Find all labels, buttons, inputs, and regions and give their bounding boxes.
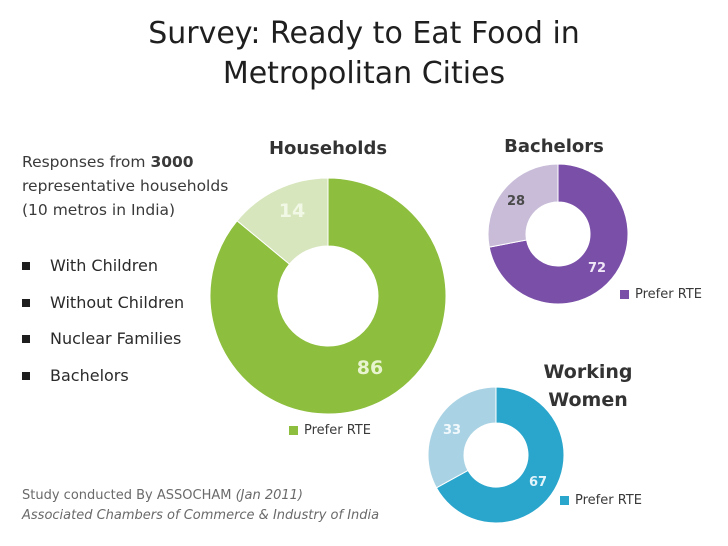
square-bullet-icon [22,335,30,343]
legend-label: Prefer RTE [635,287,702,302]
list-item: Bachelors [22,366,184,403]
working-women-title-line-2: Women [548,389,628,411]
working-women-chart-title: Working Women [528,358,648,414]
source-footer: Study conducted By ASSOCHAM (Jan 2011) A… [22,486,379,526]
households-donut: 86 14 [209,177,447,415]
data-label-other: 28 [507,194,525,209]
data-label-prefer-rte: 72 [588,261,606,276]
bachelors-chart-title: Bachelors [504,136,604,157]
title-line-1: Survey: Ready to Eat Food in [148,16,580,51]
square-bullet-icon [22,298,30,307]
intro-count: 3000 [150,153,194,171]
data-label-other: 14 [279,200,305,222]
donut-slice-other [236,177,329,265]
donut-slice-other [487,163,559,248]
data-label-prefer-rte: 86 [357,357,383,379]
legend-swatch [560,496,569,505]
legend-swatch [620,290,629,299]
list-item: Without Children [22,293,184,330]
footer-date: (Jan 2011) [235,488,303,503]
title-line-2: Metropolitan Cities [222,56,506,91]
square-bullet-icon [22,371,30,380]
households-chart-title: Households [268,138,388,159]
working-women-title-line-1: Working [543,361,633,383]
list-item: Nuclear Families [22,329,184,366]
footer-study: Study conducted By ASSOCHAM [22,488,236,503]
donut-slice-prefer-rte [435,386,565,524]
bachelors-legend: Prefer RTE [620,287,702,302]
donut-slice-prefer-rte [488,163,629,305]
legend-swatch [289,426,298,435]
households-legend: Prefer RTE [289,423,371,438]
working-women-donut: 67 33 [427,386,565,524]
intro-line-2: representative households [22,177,229,195]
donut-slice-prefer-rte [209,177,447,415]
legend-label: Prefer RTE [304,423,371,438]
footer-org: Associated Chambers of Commerce & Indust… [22,508,380,523]
intro-prefix: Responses from [22,153,151,171]
bachelors-donut: 72 28 [487,163,629,305]
intro-line-3: (10 metros in India) [22,201,176,219]
list-item: With Children [22,256,184,293]
working-women-legend: Prefer RTE [560,493,642,508]
legend-label: Prefer RTE [575,493,642,508]
data-label-prefer-rte: 67 [529,475,547,490]
slide-title: Survey: Ready to Eat Food in Metropolita… [0,14,728,94]
survey-intro: Responses from 3000 representative house… [22,150,252,222]
donut-slice-other [427,386,497,489]
respondent-groups-list: With Children Without Children Nuclear F… [22,256,184,402]
square-bullet-icon [22,262,30,270]
data-label-other: 33 [443,423,461,438]
